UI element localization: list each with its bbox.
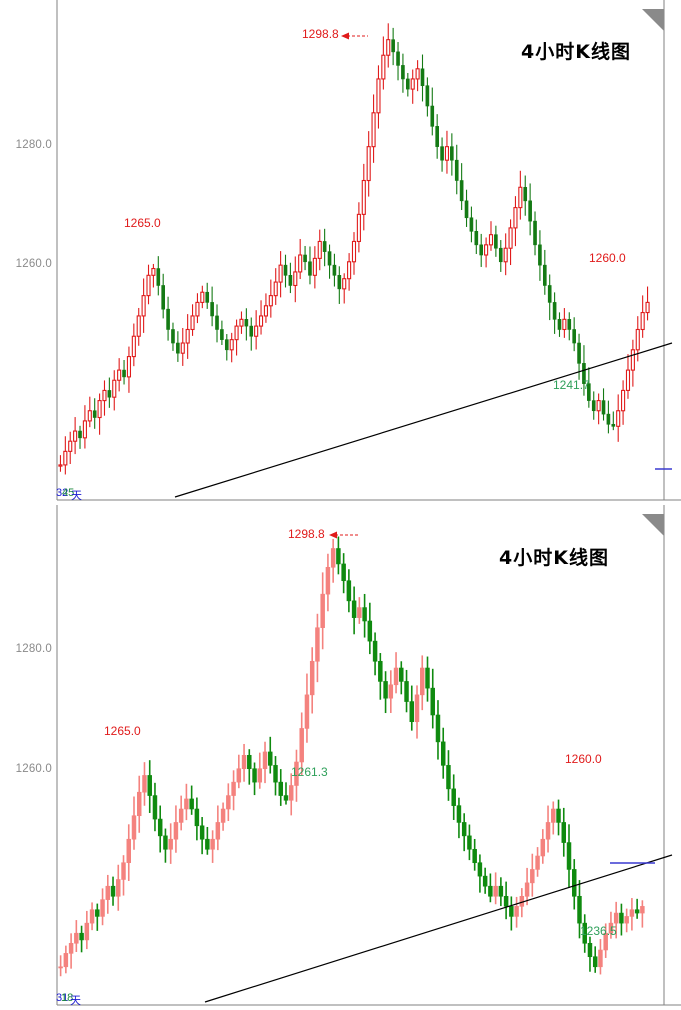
annotation-1260-0-bottom: 1260.0 (565, 752, 602, 766)
annotation-1261-3-bottom: 1261.3 (291, 765, 328, 779)
corner-triangle-icon (642, 9, 664, 31)
high-annotation-arrow-bottom (329, 531, 358, 539)
chart-panel-top[interactable]: 1280.0 1260.0 4小时K线图 1298.8 1265.0 1260.… (0, 0, 681, 505)
day-count-primary-bottom: 31 (56, 992, 69, 1004)
day-count-bottom: 31 18 天 (56, 992, 116, 1007)
candle-series-top (58, 23, 650, 475)
annotation-1265-0-top: 1265.0 (124, 216, 161, 230)
y-tick-1260-bottom: 1260.0 (15, 763, 52, 775)
annotation-1298-8-top: 1298.8 (302, 27, 339, 41)
chart-title-bottom: 4小时K线图 (499, 547, 609, 569)
trendline-bottom[interactable] (204, 854, 673, 1003)
day-count-unit-top: 天 (71, 490, 82, 502)
y-tick-1280-top: 1280.0 (15, 139, 52, 151)
candle-series-bottom (58, 536, 645, 977)
annotation-1260-0-top: 1260.0 (589, 251, 626, 265)
annotation-1236-5-bottom: 1236.5 (580, 924, 617, 938)
chart-panel-bottom[interactable]: 1280.0 1260.0 4小时K线图 1298.8 1265.0 1261.… (0, 505, 681, 1010)
corner-triangle-icon (642, 514, 664, 536)
day-count-top: 32 45 天 (56, 487, 116, 502)
day-count-primary-top: 32 (56, 487, 69, 499)
day-count-secondary-top: 45 (62, 487, 75, 499)
candlestick-plot-bottom[interactable] (0, 505, 681, 1010)
annotation-1298-8-bottom: 1298.8 (288, 527, 325, 541)
trendline-top[interactable] (174, 342, 673, 498)
annotation-1241-7-top: 1241.7 (553, 378, 590, 392)
annotation-1265-0-bottom: 1265.0 (104, 724, 141, 738)
high-annotation-arrow-top (341, 32, 368, 40)
y-tick-1260-top: 1260.0 (15, 258, 52, 270)
chart-title-top: 4小时K线图 (521, 41, 631, 63)
y-tick-1280-bottom: 1280.0 (15, 643, 52, 655)
day-count-unit-bottom: 天 (70, 995, 81, 1007)
day-count-secondary-bottom: 18 (61, 992, 74, 1004)
candlestick-plot-top[interactable] (0, 0, 681, 505)
